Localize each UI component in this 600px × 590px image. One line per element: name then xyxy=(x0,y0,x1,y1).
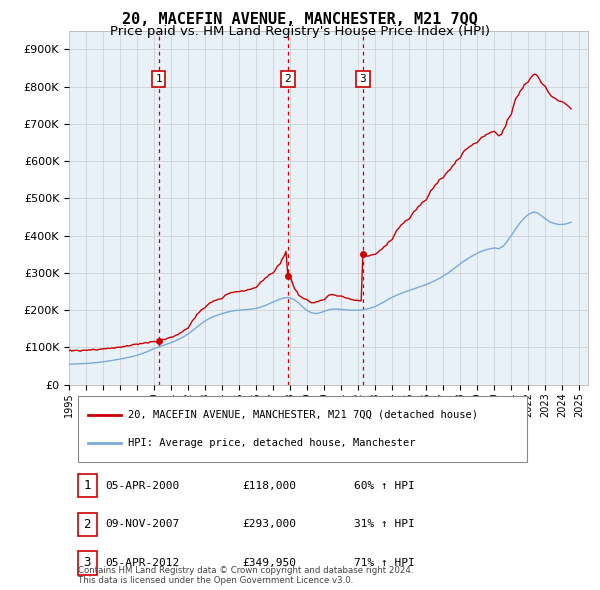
Text: 71% ↑ HPI: 71% ↑ HPI xyxy=(355,558,415,568)
Text: 3: 3 xyxy=(83,556,91,569)
Bar xyxy=(77,513,97,536)
Text: Contains HM Land Registry data © Crown copyright and database right 2024.
This d: Contains HM Land Registry data © Crown c… xyxy=(77,566,413,585)
Text: 31% ↑ HPI: 31% ↑ HPI xyxy=(355,519,415,529)
Text: 60% ↑ HPI: 60% ↑ HPI xyxy=(355,481,415,491)
Text: 05-APR-2012: 05-APR-2012 xyxy=(106,558,179,568)
Text: Price paid vs. HM Land Registry's House Price Index (HPI): Price paid vs. HM Land Registry's House … xyxy=(110,25,490,38)
Text: £293,000: £293,000 xyxy=(242,519,296,529)
Text: £349,950: £349,950 xyxy=(242,558,296,568)
Bar xyxy=(77,396,527,462)
Text: 20, MACEFIN AVENUE, MANCHESTER, M21 7QQ: 20, MACEFIN AVENUE, MANCHESTER, M21 7QQ xyxy=(122,12,478,27)
Text: 1: 1 xyxy=(155,74,162,84)
Bar xyxy=(77,474,97,497)
Text: 09-NOV-2007: 09-NOV-2007 xyxy=(106,519,179,529)
Text: £118,000: £118,000 xyxy=(242,481,296,491)
Text: 3: 3 xyxy=(359,74,366,84)
Text: HPI: Average price, detached house, Manchester: HPI: Average price, detached house, Manc… xyxy=(128,438,415,448)
Bar xyxy=(77,552,97,575)
Text: 20, MACEFIN AVENUE, MANCHESTER, M21 7QQ (detached house): 20, MACEFIN AVENUE, MANCHESTER, M21 7QQ … xyxy=(128,409,478,419)
Text: 2: 2 xyxy=(83,518,91,531)
Text: 05-APR-2000: 05-APR-2000 xyxy=(106,481,179,491)
Text: 2: 2 xyxy=(284,74,291,84)
Text: 1: 1 xyxy=(83,480,91,493)
